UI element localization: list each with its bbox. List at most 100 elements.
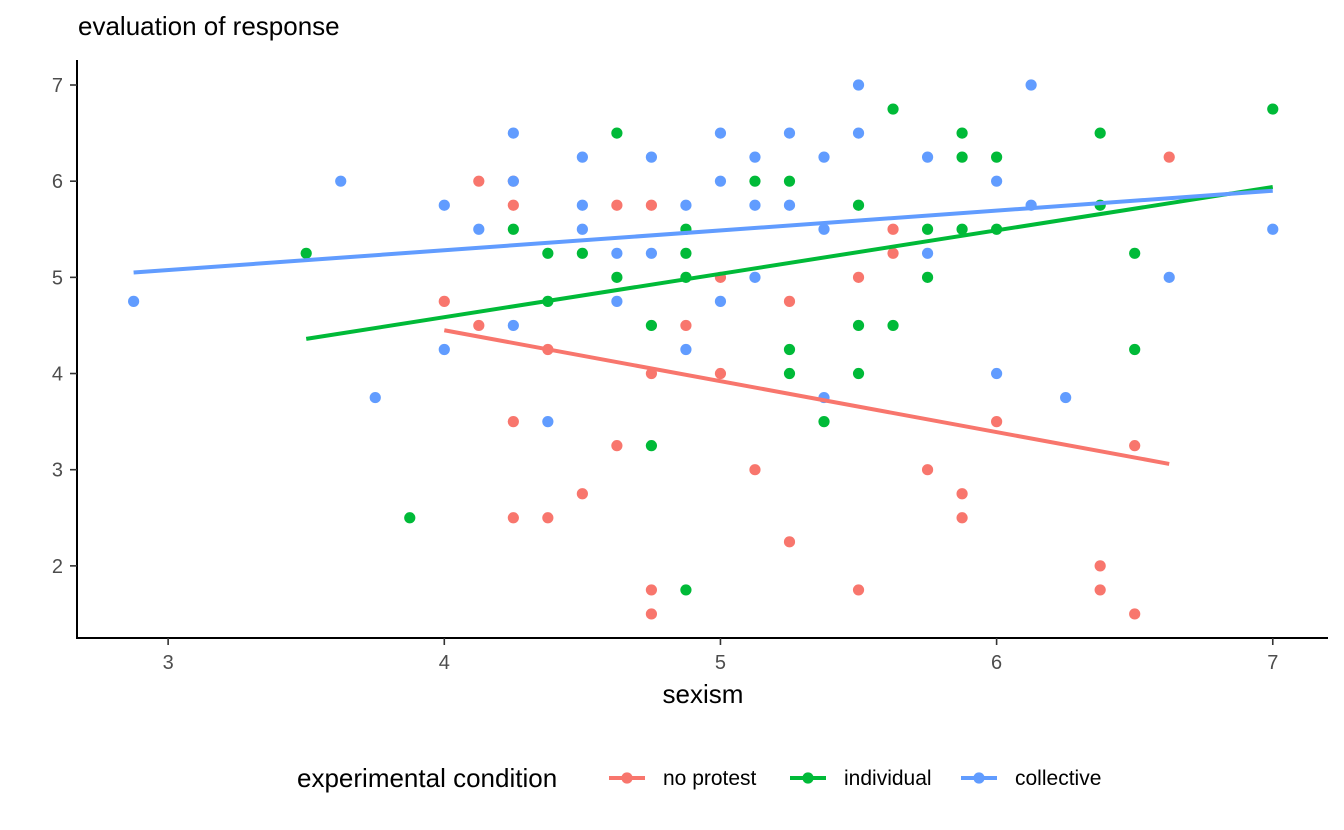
point-individual-35	[1267, 103, 1279, 115]
x-tick-label-1: 4	[439, 652, 450, 674]
point-collective-12	[576, 223, 588, 235]
point-individual-20	[852, 319, 865, 332]
point-individual-2	[507, 223, 519, 235]
legend-label-individual: individual	[844, 767, 932, 790]
y-tick-label-4: 6	[52, 171, 63, 193]
point-collective-38	[1060, 391, 1072, 404]
point-no-protest-25	[887, 247, 899, 259]
point-individual-13	[680, 584, 692, 596]
point-no-protest-23	[852, 584, 865, 596]
point-no-protest-27	[956, 488, 968, 500]
point-individual-6	[611, 127, 623, 139]
point-collective-1	[335, 175, 347, 187]
x-tick-label-0: 3	[163, 652, 174, 674]
plot-area	[128, 79, 1279, 620]
point-collective-39	[1163, 271, 1175, 283]
point-no-protest-9	[576, 488, 588, 500]
point-no-protest-8	[542, 512, 554, 524]
point-collective-7	[507, 175, 519, 187]
point-no-protest-34	[1163, 151, 1175, 163]
point-individual-18	[818, 416, 830, 428]
point-individual-21	[852, 367, 865, 380]
legend: experimental condition no protest individ…	[297, 763, 1101, 793]
point-collective-2	[369, 391, 381, 404]
y-tick-label-0: 2	[52, 556, 63, 578]
point-collective-18	[680, 343, 692, 356]
legend-key-point-no-protest	[621, 772, 633, 784]
point-collective-40	[1267, 223, 1279, 235]
point-no-protest-14	[645, 584, 658, 596]
point-no-protest-4	[507, 199, 519, 211]
point-collective-19	[714, 127, 727, 139]
point-individual-23	[887, 319, 899, 332]
point-collective-14	[611, 295, 623, 307]
point-individual-17	[783, 367, 796, 380]
y-axis-ticks: 2 3 4 5 6 7	[52, 75, 77, 578]
y-tick-label-2: 4	[52, 364, 63, 386]
point-no-protest-31	[1094, 584, 1106, 596]
point-collective-35	[991, 367, 1003, 380]
point-collective-22	[749, 151, 761, 163]
point-individual-5	[576, 247, 588, 259]
point-collective-32	[921, 151, 934, 163]
point-individual-26	[956, 127, 968, 139]
point-collective-24	[749, 271, 761, 283]
point-individual-7	[611, 271, 623, 283]
x-tick-label-3: 6	[991, 652, 1002, 674]
point-no-protest-15	[645, 608, 658, 620]
y-tick-label-3: 5	[52, 267, 63, 289]
point-individual-1	[404, 512, 416, 524]
point-no-protest-22	[852, 271, 865, 283]
fit-line-individual	[305, 184, 1274, 341]
point-individual-9	[645, 440, 658, 452]
fit-line-collective	[133, 188, 1273, 275]
point-collective-34	[991, 175, 1003, 187]
point-individual-3	[542, 247, 554, 259]
y-axis-title: evaluation of response	[78, 11, 340, 41]
point-collective-31	[852, 127, 865, 139]
point-no-protest-24	[887, 223, 899, 235]
point-individual-22	[887, 103, 899, 115]
point-individual-8	[645, 319, 658, 332]
point-individual-31	[1094, 127, 1106, 139]
x-axis-title: sexism	[663, 679, 744, 709]
point-no-protest-12	[645, 199, 658, 211]
point-individual-29	[991, 151, 1003, 163]
point-collective-9	[542, 416, 554, 428]
point-collective-11	[576, 199, 588, 211]
point-individual-28	[956, 223, 968, 235]
point-individual-15	[783, 175, 796, 187]
point-individual-25	[921, 271, 934, 283]
point-individual-14	[749, 175, 761, 187]
point-collective-28	[818, 223, 830, 235]
point-no-protest-19	[749, 464, 761, 476]
point-individual-33	[1129, 247, 1141, 259]
point-individual-16	[783, 343, 796, 356]
point-collective-8	[507, 319, 519, 332]
legend-title: experimental condition	[297, 763, 557, 793]
legend-key-point-collective	[973, 772, 985, 784]
point-collective-0	[128, 295, 140, 307]
point-collective-20	[714, 175, 727, 187]
point-collective-4	[438, 343, 450, 356]
y-tick-label-5: 7	[52, 75, 63, 97]
point-collective-6	[507, 127, 519, 139]
point-no-protest-18	[714, 367, 727, 380]
point-individual-11	[680, 247, 692, 259]
point-collective-3	[438, 199, 450, 211]
point-no-protest-33	[1129, 608, 1141, 620]
point-collective-30	[852, 79, 865, 91]
point-no-protest-29	[991, 416, 1003, 428]
x-tick-label-2: 5	[715, 652, 726, 674]
legend-key-point-individual	[802, 772, 814, 784]
point-collective-10	[576, 151, 588, 163]
point-no-protest-32	[1129, 440, 1141, 452]
x-tick-label-4: 7	[1267, 652, 1278, 674]
point-no-protest-21	[783, 536, 796, 548]
legend-label-no-protest: no protest	[663, 767, 757, 790]
point-collective-36	[1025, 79, 1037, 91]
point-individual-24	[921, 223, 934, 235]
point-collective-16	[645, 247, 658, 259]
point-collective-25	[783, 127, 796, 139]
